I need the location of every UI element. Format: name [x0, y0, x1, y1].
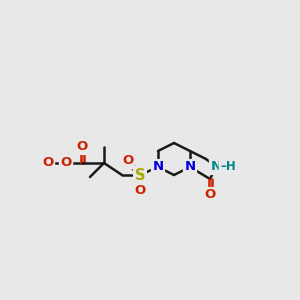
Text: O: O	[76, 140, 88, 154]
Text: O: O	[204, 188, 216, 202]
Text: S: S	[135, 167, 145, 182]
Text: –H: –H	[220, 160, 236, 173]
Text: O: O	[122, 154, 134, 167]
Text: N: N	[184, 160, 196, 173]
Text: N: N	[152, 160, 164, 173]
Text: N: N	[210, 160, 222, 173]
Text: O: O	[60, 157, 72, 169]
Text: O: O	[42, 157, 54, 169]
Text: O: O	[134, 184, 146, 197]
